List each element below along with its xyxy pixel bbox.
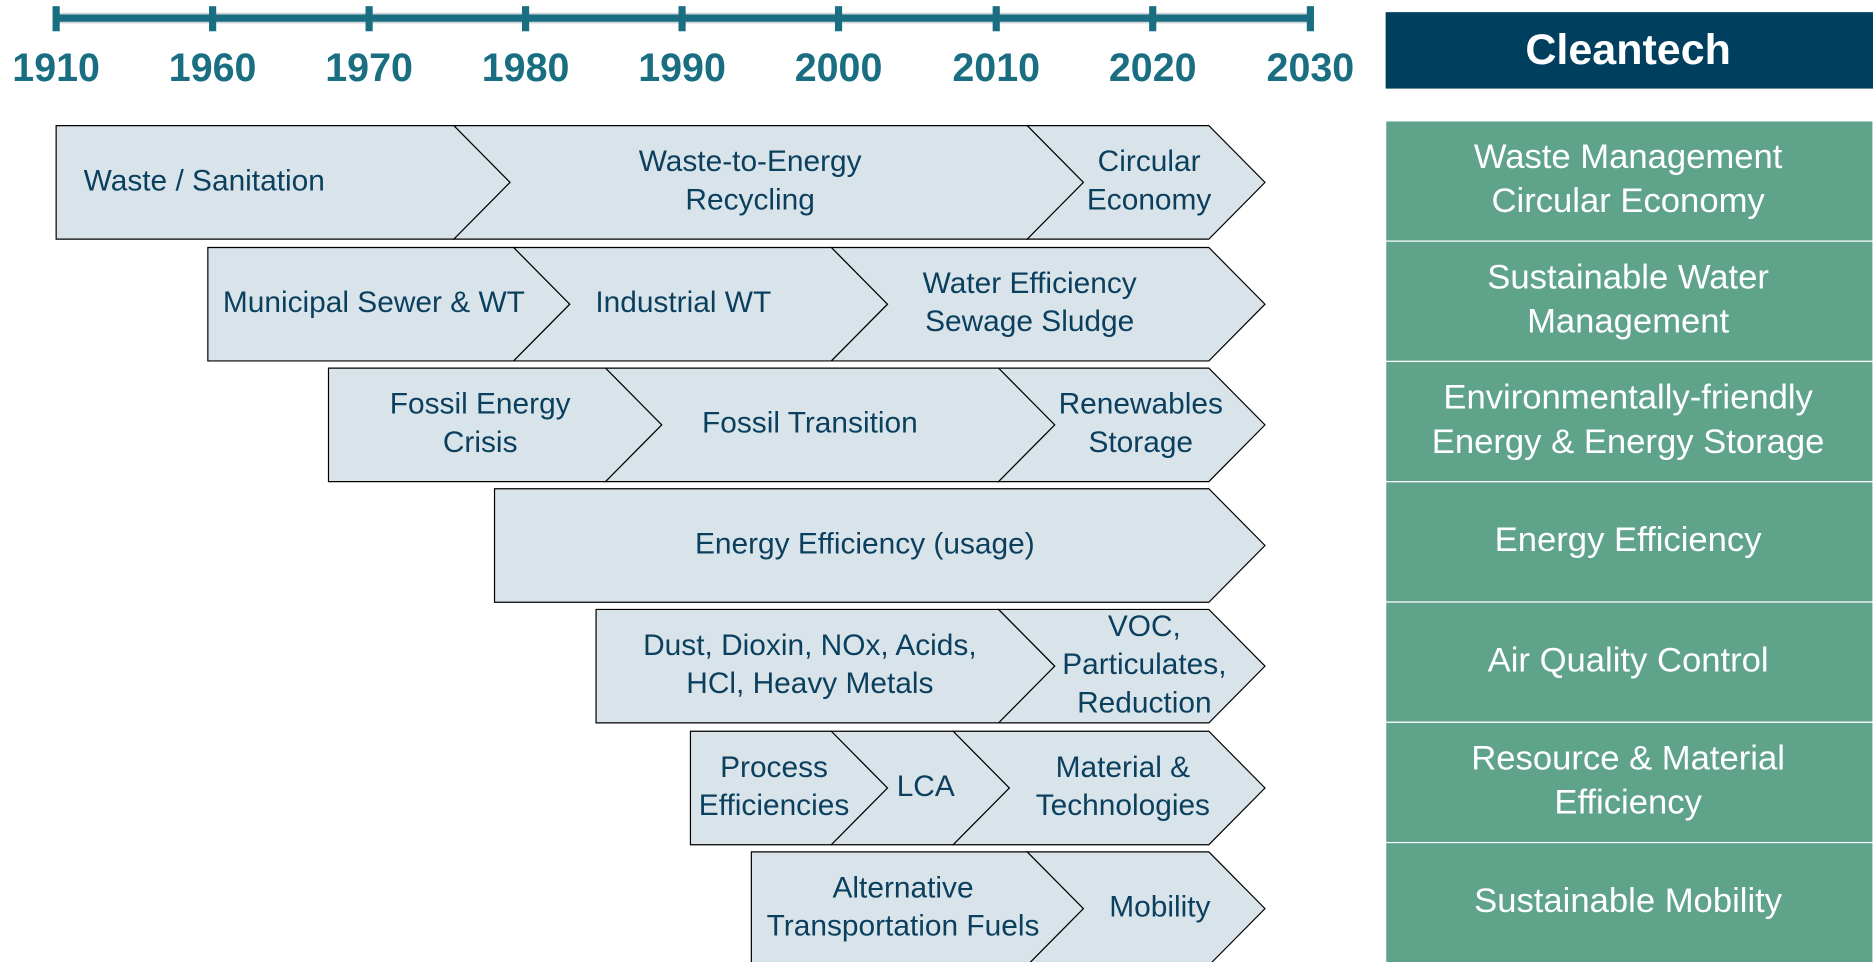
chevron-label: Fossil Energy xyxy=(390,388,571,421)
timeline-year: 1960 xyxy=(169,46,257,90)
header-box xyxy=(1385,12,1873,89)
chevron xyxy=(452,125,1085,240)
chevron xyxy=(951,730,1266,846)
chevron-label: Industrial WT xyxy=(595,286,771,319)
timeline-year: 1990 xyxy=(638,46,726,90)
chevron-label: Municipal Sewer & WT xyxy=(223,286,525,319)
header-title: Cleantech xyxy=(1525,26,1731,74)
chevron xyxy=(829,246,1266,362)
category-box xyxy=(1385,841,1873,962)
category-label: Circular Economy xyxy=(1492,182,1766,220)
chevron-label: Storage xyxy=(1088,426,1193,459)
category-label: Resource & Material xyxy=(1471,739,1785,777)
chevron-label: Crisis xyxy=(443,426,518,459)
chevron-label: Fossil Transition xyxy=(702,407,918,440)
category-label: Air Quality Control xyxy=(1488,641,1769,679)
chevron-label: Technologies xyxy=(1036,789,1210,822)
chevron-label: Renewables xyxy=(1059,388,1223,421)
timeline-year: 2010 xyxy=(952,46,1040,90)
category-box xyxy=(1385,601,1873,723)
category-label: Waste Management xyxy=(1474,138,1783,176)
timeline-year: 2020 xyxy=(1109,46,1197,90)
timeline-year: 1970 xyxy=(325,46,413,90)
chevron xyxy=(1025,125,1266,240)
category-label: Efficiency xyxy=(1554,784,1702,822)
chevron-label: Mobility xyxy=(1109,891,1210,924)
chevron-label: Dust, Dioxin, NOx, Acids, xyxy=(643,629,977,662)
chevron xyxy=(493,488,1266,603)
timeline-year: 2000 xyxy=(795,46,883,90)
chevron xyxy=(997,367,1266,483)
chevron-label: Alternative xyxy=(833,871,974,904)
category-label: Sustainable Water xyxy=(1487,258,1769,296)
category-label: Energy & Energy Storage xyxy=(1432,423,1825,461)
chevron-label: Circular xyxy=(1098,145,1201,178)
category-box xyxy=(1385,481,1873,603)
chevron-label: Sewage Sludge xyxy=(925,305,1134,338)
category-label: Sustainable Mobility xyxy=(1474,882,1783,920)
chevron xyxy=(1025,851,1266,962)
timeline-year: 1980 xyxy=(482,46,570,90)
chevron-label: Water Efficiency xyxy=(923,267,1137,300)
chevron-label: Waste / Sanitation xyxy=(84,164,325,197)
timeline-year: 2030 xyxy=(1267,46,1355,90)
category-label: Environmentally-friendly xyxy=(1443,379,1813,417)
chevron-label: HCl, Heavy Metals xyxy=(686,667,933,700)
chevron xyxy=(327,367,663,483)
chevron-label: Energy Efficiency (usage) xyxy=(695,527,1035,560)
chevron-label: Reduction xyxy=(1077,686,1211,719)
category-box xyxy=(1385,120,1873,242)
chevron-label: LCA xyxy=(897,770,955,803)
chevron xyxy=(997,608,1266,724)
chevron-label: Efficiencies xyxy=(699,789,849,822)
category-box xyxy=(1385,360,1873,483)
chevron-label: Economy xyxy=(1087,183,1212,216)
chevron xyxy=(750,851,1085,962)
category-label: Energy Efficiency xyxy=(1495,521,1763,559)
chevron-label: Waste-to-Energy xyxy=(639,145,862,178)
chevron-label: Recycling xyxy=(685,183,814,216)
chevron-label: Particulates, xyxy=(1062,648,1226,681)
chevron-label: Transportation Fuels xyxy=(767,910,1040,943)
chevron-label: Process xyxy=(720,751,828,784)
category-label: Management xyxy=(1527,303,1729,341)
timeline-year: 1910 xyxy=(12,46,100,90)
chevron-label: Material & xyxy=(1056,751,1190,784)
chevron-label: VOC, xyxy=(1108,610,1181,643)
